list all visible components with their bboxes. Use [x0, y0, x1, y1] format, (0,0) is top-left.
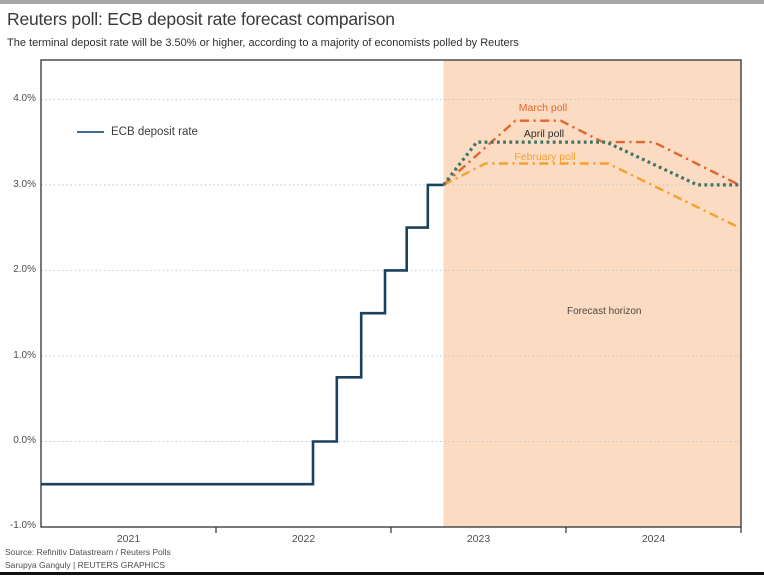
y-axis-label: 0.0% — [13, 435, 36, 446]
march-poll-label: March poll — [518, 102, 568, 114]
y-axis-label: 3.0% — [13, 179, 36, 190]
author-credit: Sarupya Ganguly | REUTERS GRAPHICS — [5, 560, 165, 570]
april-poll-label: April poll — [523, 128, 565, 140]
ecb-deposit-rate-line — [41, 183, 444, 486]
x-axis-label: 2021 — [116, 533, 141, 545]
february-poll-line — [442, 162, 740, 229]
x-axis-label: 2022 — [291, 533, 316, 545]
forecast-region-shade — [443, 60, 741, 527]
bottom-rule — [0, 572, 764, 575]
legend-line-swatch — [77, 131, 104, 133]
february-poll-label: February poll — [514, 151, 576, 163]
source-attribution: Source: Refinitiv Datastream / Reuters P… — [5, 547, 171, 557]
page-title: Reuters poll: ECB deposit rate forecast … — [7, 9, 395, 29]
legend: ECB deposit rate — [77, 126, 198, 138]
y-axis-label: 1.0% — [13, 350, 36, 361]
y-axis-label: -1.0% — [9, 520, 36, 531]
y-axis-label: 2.0% — [13, 264, 36, 275]
x-axis-label: 2024 — [641, 533, 666, 545]
window-top-edge — [0, 0, 764, 4]
page-subtitle: The terminal deposit rate will be 3.50% … — [7, 37, 519, 49]
x-axis-label: 2023 — [466, 533, 491, 545]
march-poll-line — [442, 119, 740, 186]
forecast-horizon-label: Forecast horizon — [567, 306, 642, 317]
y-axis-label: 4.0% — [13, 93, 36, 104]
legend-label: ECB deposit rate — [111, 126, 198, 138]
april-poll-line — [442, 140, 740, 187]
